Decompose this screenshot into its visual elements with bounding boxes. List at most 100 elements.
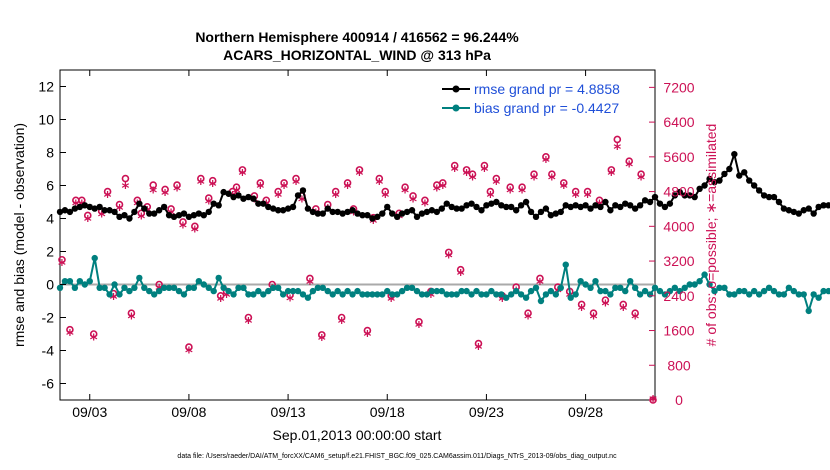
rmse-point (636, 202, 644, 209)
obs-assimilated-point: * (209, 177, 217, 195)
obs-possible-point (577, 300, 586, 309)
rmse-point (602, 198, 609, 206)
rmse-point (240, 195, 247, 202)
obs-possible-point (232, 183, 241, 192)
rmse-point (175, 212, 183, 219)
rmse-point (711, 179, 718, 186)
rmse-point (681, 192, 688, 199)
rmse-point (532, 213, 540, 221)
rmse-point (458, 205, 465, 212)
rmse-point (101, 207, 108, 214)
x-tick-label: 09/18 (370, 404, 405, 420)
obs-assimilated-point: * (463, 166, 471, 184)
bias-point (299, 291, 307, 298)
rmse-point (810, 210, 817, 217)
rmse-point (260, 200, 267, 207)
bias-point (651, 284, 659, 291)
rmse-point (736, 172, 743, 179)
rmse-point (508, 203, 515, 211)
bias-point (165, 284, 173, 291)
obs-possible-point (204, 194, 213, 202)
obs-possible-point (149, 181, 158, 189)
obs-assimilated-point: * (197, 175, 205, 193)
rmse-point (696, 185, 703, 192)
rmse-point (731, 150, 738, 158)
x-tick-label: 09/03 (72, 404, 107, 420)
obs-assimilated-point: * (179, 218, 187, 236)
rmse-point (522, 198, 530, 206)
rmse-point (800, 207, 807, 214)
rmse-point (314, 210, 322, 217)
rmse-point (577, 203, 584, 211)
obs-assimilated-point: * (649, 392, 657, 410)
obs-possible-point (185, 343, 193, 351)
bias-point (503, 294, 510, 301)
bias-point (646, 291, 654, 298)
obs-assimilated-point: * (590, 310, 598, 328)
rmse-point (587, 205, 594, 212)
bias-point (755, 291, 763, 298)
obs-possible-point (58, 255, 66, 264)
rmse-point (205, 208, 212, 216)
obs-possible-point (468, 170, 477, 179)
obs-assimilated-point: * (631, 310, 639, 328)
bias-point (344, 287, 351, 295)
rmse-point (651, 193, 659, 201)
bias-point (765, 284, 773, 291)
bias-point (810, 291, 817, 298)
bias-point (255, 287, 262, 295)
obs-possible-point (506, 183, 515, 192)
bias-point (314, 284, 322, 291)
obs-assimilated-point: * (66, 326, 74, 344)
obs-assimilated-point: * (387, 292, 395, 310)
bias-point (800, 291, 807, 298)
bias-point (274, 284, 282, 291)
obs-possible-point (238, 166, 247, 174)
obs-possible-point (216, 291, 225, 300)
rmse-point (165, 212, 173, 219)
bias-point (527, 287, 535, 295)
bias-point (111, 281, 118, 288)
rmse-point (91, 205, 98, 212)
rmse-point (146, 210, 153, 217)
rmse-point (770, 193, 778, 201)
rmse-point (795, 210, 802, 217)
rmse-point (319, 210, 326, 217)
obs-possible-point (115, 200, 124, 209)
obs-assimilated-point: * (439, 179, 447, 197)
x-axis-ticks: 09/03 09/08 09/13 09/18 09/23 09/28 (72, 70, 603, 420)
bias-point (508, 291, 515, 298)
rmse-series (56, 150, 830, 222)
bias-point (760, 287, 768, 295)
data-file-footer: data file: /Users/raeder/DAI/ATM_forcXX/… (177, 453, 617, 460)
obs-assimilated-point: * (369, 214, 377, 232)
bias-point (770, 287, 778, 295)
obs-possible-point (601, 296, 610, 304)
legend-rmse-label: rmse grand pr = 4.8858 (474, 81, 620, 97)
rmse-point (270, 205, 277, 212)
obs-possible-point (444, 248, 453, 257)
bias-point (746, 291, 753, 298)
rmse-point (676, 188, 683, 196)
rmse-point (527, 208, 535, 216)
rmse-point (562, 202, 569, 209)
bias-point (379, 291, 386, 298)
bias-point (458, 287, 465, 295)
obs-assimilated-point: * (161, 186, 169, 204)
obs-possible-point (161, 185, 169, 194)
left-tick-label: 8 (46, 145, 54, 161)
bias-point (612, 284, 619, 291)
bias-point (547, 287, 555, 295)
rmse-point (185, 213, 193, 221)
bias-point (86, 278, 93, 285)
obs-assimilated-point: * (427, 288, 435, 306)
right-tick-label: 4800 (663, 184, 694, 200)
rmse-point (631, 205, 639, 212)
obs-assimilated-point: * (274, 188, 282, 206)
rmse-point (398, 210, 406, 217)
obs-assimilated-point: * (137, 210, 145, 228)
x-tick-label: 09/13 (271, 404, 306, 420)
rmse-point (780, 205, 788, 212)
rmse-point (374, 213, 381, 221)
obs-assimilated-point: * (286, 291, 294, 309)
